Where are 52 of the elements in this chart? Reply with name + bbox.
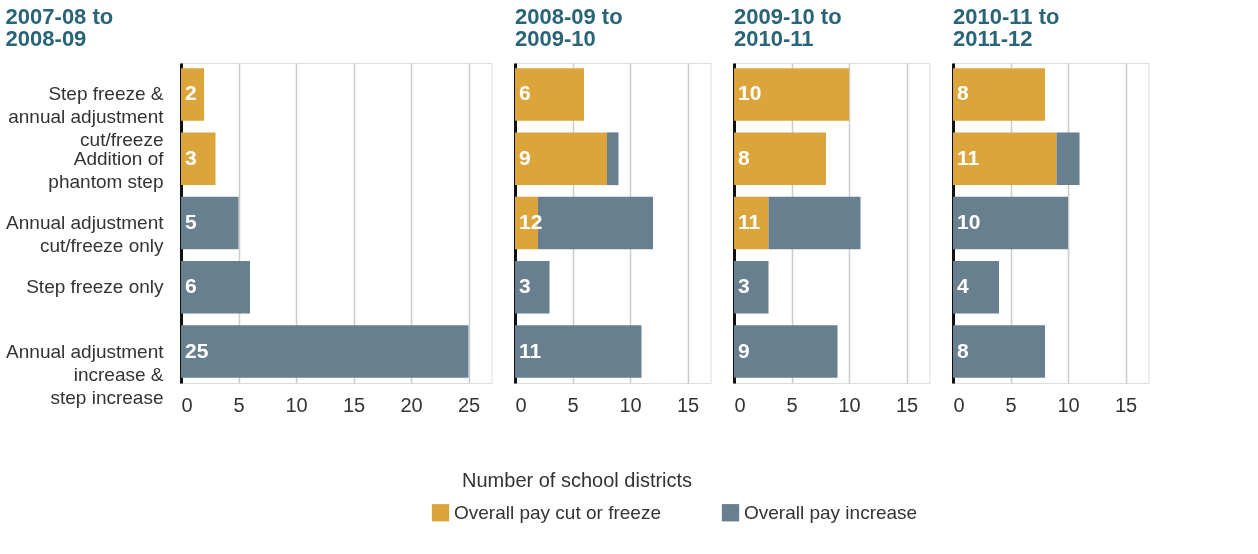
total-label: 6 (519, 81, 531, 105)
bar (181, 325, 469, 378)
total-label: 10 (738, 81, 762, 105)
x-tick-label: 0 (734, 393, 746, 416)
x-tick-label: 0 (181, 393, 193, 416)
bar (181, 196, 239, 250)
x-tick-label: 5 (786, 393, 798, 416)
x-tick-label: 15 (895, 393, 919, 416)
bar (181, 132, 216, 186)
bar (181, 68, 204, 121)
total-label: 11 (957, 145, 980, 169)
y-tick-label: Annual adjustment cut/freeze only (6, 212, 165, 256)
chart-title: 2010-11 to 2011-12 (953, 4, 1060, 51)
total-label: 3 (738, 274, 750, 298)
chart-title: 2008-09 to 2009-10 (515, 4, 623, 51)
chart-title: 2007-08 to 2008-09 (5, 4, 114, 51)
legend-label: Overall pay cut or freeze (454, 501, 661, 523)
x-tick-label: 15 (1114, 393, 1138, 416)
total-label: 9 (738, 338, 750, 362)
total-label: 8 (738, 145, 750, 169)
total-label: 25 (185, 338, 209, 362)
total-label: 2 (185, 81, 197, 105)
x-tick-label: 0 (953, 393, 965, 416)
y-tick-label: Annual adjustment increase & step increase (6, 340, 165, 408)
total-label: 8 (957, 338, 969, 362)
total-label: 5 (185, 210, 197, 233)
total-label: 11 (738, 210, 761, 233)
x-tick-label: 15 (342, 393, 366, 416)
chart-title: 2009-10 to 2010-11 (734, 4, 842, 51)
total-label: 3 (185, 145, 197, 169)
total-label: 4 (957, 274, 969, 298)
bar (181, 260, 250, 314)
x-axis-title: Number of school districts (462, 469, 693, 491)
x-tick-label: 15 (676, 393, 700, 416)
x-tick-label: 0 (515, 393, 527, 416)
total-label: 11 (519, 338, 542, 362)
total-label: 6 (185, 274, 197, 298)
total-label: 3 (519, 274, 531, 298)
total-label: 9 (519, 145, 531, 169)
x-tick-label: 25 (457, 393, 481, 416)
x-tick-label: 10 (838, 393, 861, 416)
y-tick-label: Step freeze only (26, 276, 164, 298)
x-tick-label: 5 (1005, 393, 1017, 416)
x-tick-label: 10 (285, 393, 308, 416)
x-tick-label: 10 (1057, 393, 1080, 416)
x-tick-label: 10 (619, 393, 642, 416)
x-tick-label: 5 (567, 393, 579, 416)
x-tick-label: 5 (233, 393, 245, 416)
total-label: 8 (957, 81, 969, 105)
total-label: 10 (957, 210, 981, 233)
x-tick-label: 20 (400, 393, 423, 416)
legend-label: Overall pay increase (744, 501, 918, 523)
